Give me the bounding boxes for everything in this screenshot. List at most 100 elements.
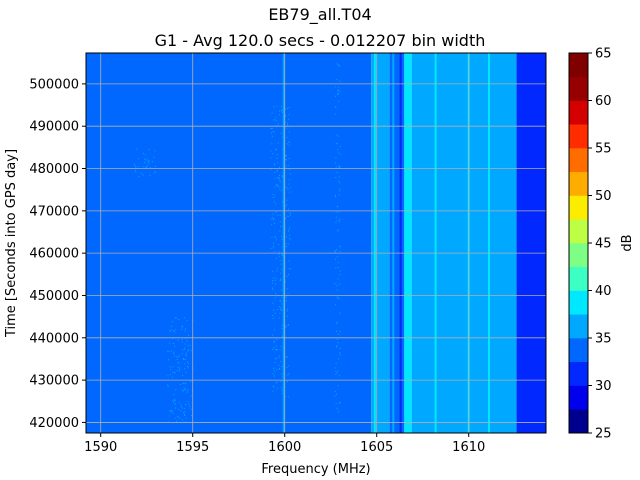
speckle-dot (335, 402, 337, 404)
speckle-dot (339, 312, 341, 314)
speckle-dot (174, 331, 175, 333)
speckle-dot (174, 372, 176, 374)
speckle-dot (285, 115, 287, 117)
speckle-dot (339, 331, 341, 333)
colorbar-segment (569, 361, 588, 386)
speckle-dot (336, 285, 338, 287)
speckle-dot (182, 390, 184, 392)
speckle-dot (134, 163, 135, 165)
speckle-dot (335, 222, 337, 223)
speckle-dot (335, 157, 337, 159)
speckle-dot (289, 169, 291, 171)
speckle-dot (338, 221, 340, 223)
speckle-dot (339, 188, 341, 190)
speckle-dot (190, 349, 192, 351)
speckle-dot (174, 417, 176, 419)
speckle-dot (176, 420, 178, 422)
speckle-dot (336, 321, 338, 323)
speckle-dot (281, 336, 283, 338)
speckle-dot (337, 86, 339, 88)
speckle-dot (181, 339, 183, 341)
speckle-dot (147, 160, 149, 162)
speckle-region (134, 148, 157, 178)
speckle-dot (272, 373, 274, 374)
speckle-dot (271, 135, 273, 137)
speckle-dot (336, 134, 338, 136)
colorbar-segment (569, 53, 588, 78)
speckle-dot (338, 194, 340, 196)
colorbar-segment (569, 195, 588, 220)
speckle-dot (281, 109, 283, 111)
speckle-dot (335, 407, 337, 409)
speckle-dot (186, 391, 188, 393)
colorbar-segment (569, 338, 588, 363)
speckle-dot (279, 110, 280, 112)
speckle-dot (336, 296, 338, 298)
speckle-dot (278, 317, 280, 319)
speckle-dot (171, 411, 173, 413)
plot-frame (85, 52, 547, 434)
speckle-dot (280, 381, 282, 383)
speckle-dot (334, 395, 336, 397)
speckle-dot (177, 339, 179, 341)
speckle-dot (134, 169, 136, 171)
speckle-dot (144, 162, 145, 164)
speckle-dot (185, 328, 186, 330)
speckle-dot (173, 399, 175, 401)
speckle-dot (337, 385, 339, 387)
speckle-dot (270, 218, 272, 220)
speckle-dot (273, 131, 275, 133)
speckle-dot (281, 175, 283, 177)
speckle-dot (288, 165, 290, 166)
colorbar-tick-label: 60 (595, 94, 612, 109)
speckle-dot (184, 368, 186, 370)
speckle-dot (178, 319, 180, 320)
speckle-dot (276, 339, 278, 340)
speckle-dot (172, 343, 174, 344)
speckle-dot (337, 135, 339, 137)
speckle-dot (145, 167, 147, 169)
speckle-dot (336, 346, 337, 348)
speckle-dot (288, 274, 289, 275)
speckle-dot (183, 348, 185, 350)
speckle-dot (286, 246, 288, 248)
speckle-dot (273, 347, 275, 349)
speckle-dot (280, 132, 282, 134)
speckle-dot (273, 340, 275, 342)
speckle-dot (338, 167, 340, 168)
spectral-line (434, 53, 437, 433)
speckle-dot (274, 186, 276, 188)
speckle-dot (281, 284, 283, 286)
speckle-dot (285, 159, 287, 161)
spectral-line (282, 53, 285, 433)
speckle-dot (339, 402, 341, 403)
speckle-dot (271, 143, 273, 145)
colorbar-tick-label: 50 (595, 189, 612, 204)
speckle-dot (274, 312, 276, 314)
speckle-dot (147, 161, 149, 163)
speckle-dot (277, 123, 279, 125)
speckle-dot (274, 194, 276, 196)
y-tick-label: 450000 (29, 289, 79, 304)
colorbar-tick-label: 35 (595, 332, 612, 347)
speckle-dot (276, 125, 278, 127)
speckle-dot (275, 148, 277, 150)
speckle-dot (182, 375, 184, 377)
speckle-dot (339, 90, 341, 92)
speckle-dot (338, 333, 339, 335)
speckle-dot (277, 184, 279, 186)
speckle-dot (275, 277, 277, 279)
speckle-dot (278, 364, 280, 366)
speckle-dot (178, 362, 180, 364)
speckle-dot (286, 243, 288, 245)
speckle-dot (134, 165, 136, 167)
speckle-dot (167, 386, 169, 388)
speckle-dot (173, 401, 174, 403)
speckle-dot (280, 361, 282, 362)
speckle-dot (272, 131, 274, 132)
speckle-dot (288, 229, 290, 231)
speckle-dot (273, 367, 274, 369)
speckle-dot (184, 347, 186, 349)
speckle-dot (184, 363, 186, 365)
speckle-dot (273, 375, 275, 377)
